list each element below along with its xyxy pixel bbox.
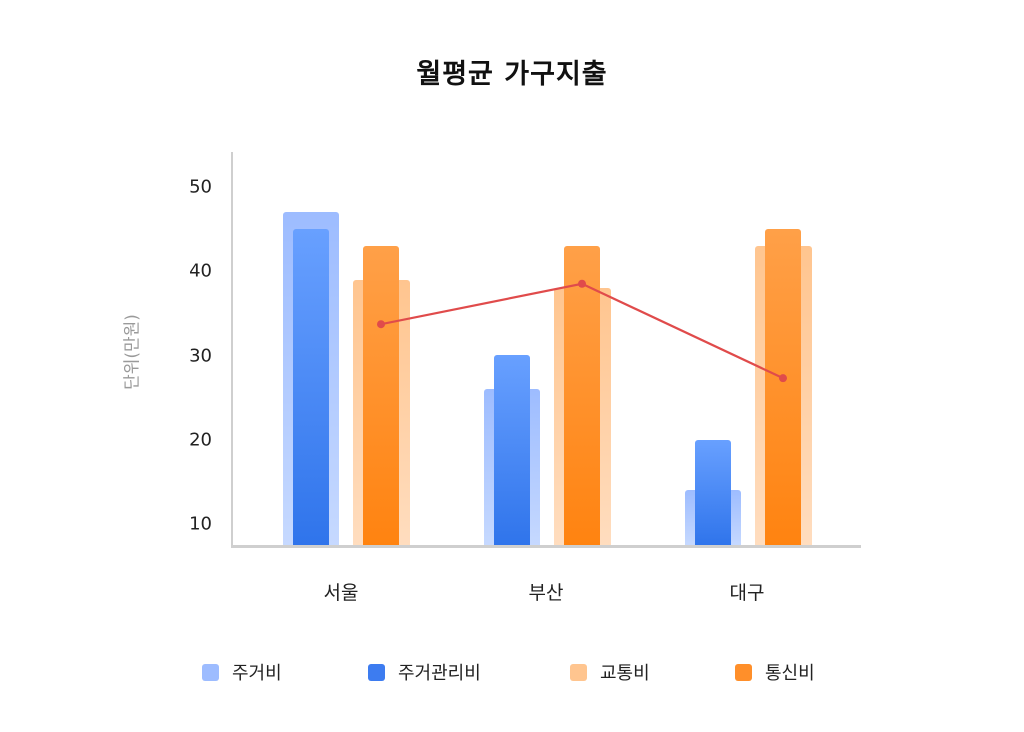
y-tick-20: 20 <box>189 429 212 451</box>
legend-item-management[interactable]: 주거관리비 <box>368 660 481 684</box>
x-label-busan: 부산 <box>528 582 564 604</box>
bar-communication[interactable] <box>564 245 600 546</box>
legend-swatch-housing <box>202 663 219 681</box>
x-label-daegu: 대구 <box>729 582 765 604</box>
legend-label-transport: 교통비 <box>600 663 650 684</box>
legend-label-communication: 통신비 <box>765 663 815 684</box>
y-tick-30: 30 <box>189 345 212 367</box>
y-tick-50: 50 <box>189 176 212 198</box>
bar-management[interactable] <box>293 228 329 546</box>
legend-item-housing[interactable]: 주거비 <box>202 660 282 684</box>
legend-item-transport[interactable]: 교통비 <box>570 660 650 684</box>
legend-label-management: 주거관리비 <box>398 663 481 684</box>
x-label-seoul: 서울 <box>323 582 359 604</box>
legend-swatch-management <box>368 663 385 681</box>
bar-communication[interactable] <box>363 245 399 546</box>
bar-management[interactable] <box>494 355 530 546</box>
bar-communication[interactable] <box>765 228 801 546</box>
y-axis <box>231 152 233 548</box>
y-tick-10: 10 <box>189 513 212 535</box>
legend-swatch-transport <box>570 663 587 681</box>
y-axis-label: 단위(만원) <box>122 314 143 390</box>
bar-management[interactable] <box>695 439 731 546</box>
x-axis <box>231 545 861 548</box>
legend-label-housing: 주거비 <box>232 663 282 684</box>
legend-item-communication[interactable]: 통신비 <box>735 660 815 684</box>
legend-swatch-communication <box>735 663 752 681</box>
chart-title: 월평균 가구지출 <box>416 59 608 90</box>
y-tick-40: 40 <box>189 260 212 282</box>
